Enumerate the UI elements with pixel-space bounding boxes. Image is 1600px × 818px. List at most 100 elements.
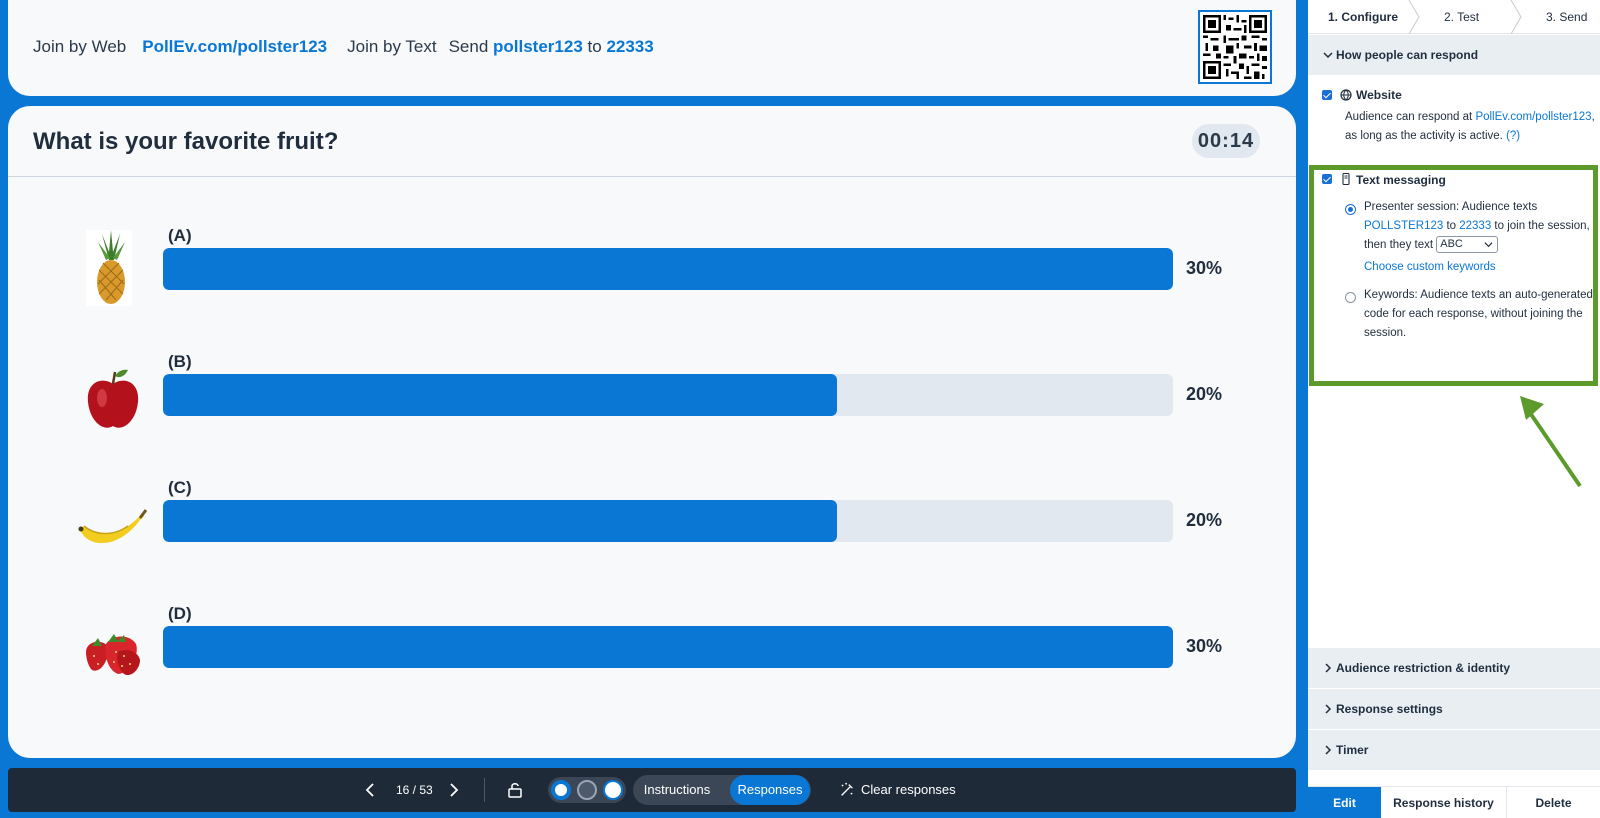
option-percent: 30% — [1186, 258, 1223, 278]
result-bar-fill — [163, 248, 1173, 290]
result-bar-fill — [163, 500, 837, 542]
tab-edit[interactable]: Edit — [1308, 787, 1381, 818]
presenter-keyword: POLLSTER123 — [1364, 220, 1444, 232]
option-percent: 20% — [1186, 384, 1223, 404]
activity-controls — [548, 777, 626, 803]
presenter-number: 22333 — [1459, 220, 1492, 232]
join-web-url[interactable]: PollEv.com/pollster123 — [142, 37, 328, 56]
step-separator-icon — [1407, 0, 1421, 34]
configure-panel: 1. Configure 2. Test 3. Send How people … — [1308, 0, 1600, 818]
keywords-radio[interactable] — [1345, 292, 1356, 303]
qr-code-icon[interactable] — [1198, 10, 1272, 84]
option-d: (D) 30% — [8, 604, 1296, 714]
website-description: Audience can respond at PollEv.com/polls… — [1345, 108, 1600, 146]
tab-instructions[interactable]: Instructions — [643, 782, 711, 797]
steps-breadcrumb: 1. Configure 2. Test 3. Send — [1308, 0, 1600, 34]
tab-responses[interactable]: Responses — [730, 775, 810, 805]
chevron-right-icon — [1322, 662, 1334, 674]
play-icon[interactable] — [603, 780, 623, 800]
step-send[interactable]: 3. Send — [1546, 10, 1588, 24]
presenter-text: Presenter session: Audience texts — [1364, 201, 1538, 213]
clear-responses-button[interactable]: Clear responses — [861, 782, 956, 797]
keywords-description: Keywords: Audience texts an auto-generat… — [1364, 286, 1600, 343]
option-percent: 20% — [1186, 510, 1223, 530]
website-text: , — [1591, 111, 1595, 123]
presenter-text: to join the session, — [1491, 220, 1590, 232]
section-audience-restriction[interactable]: Audience restriction & identity — [1308, 648, 1600, 688]
strawberry-icon — [78, 608, 148, 684]
option-label: (B) — [168, 352, 192, 371]
join-bar: Join by Web PollEv.com/pollster123 Join by… — [8, 0, 1296, 96]
section-label: Audience restriction & identity — [1336, 661, 1511, 675]
choose-custom-keywords-link[interactable]: Choose custom keywords — [1364, 261, 1496, 273]
section-response-settings[interactable]: Response settings — [1308, 689, 1600, 729]
website-checkbox[interactable] — [1322, 90, 1332, 100]
chevron-right-icon — [1322, 744, 1334, 756]
chevron-left-icon[interactable] — [360, 780, 380, 800]
join-keyword: pollster123 — [493, 37, 583, 56]
section-label: Response settings — [1336, 702, 1443, 716]
poll-card: What is your favorite fruit? 00:14 (A) 3… — [8, 106, 1296, 758]
result-bar-track — [163, 248, 1173, 290]
result-bar-track — [163, 626, 1173, 668]
lock-icon[interactable] — [505, 780, 525, 800]
chevron-down-icon — [1484, 240, 1493, 249]
option-label: (D) — [168, 604, 192, 623]
text-messaging-checkbox[interactable] — [1322, 174, 1332, 184]
website-text: Audience can respond at — [1345, 111, 1476, 123]
join-web-label: Join by Web — [33, 37, 127, 56]
select-value: ABC — [1440, 238, 1463, 251]
help-link[interactable]: (?) — [1506, 130, 1521, 142]
website-title: Website — [1356, 88, 1402, 102]
bottom-tabs: Edit Response history Delete — [1308, 786, 1600, 818]
presenter-session-description: Presenter session: Audience texts POLLST… — [1364, 198, 1600, 255]
keywords-text: Keywords: Audience texts an auto-generat… — [1364, 289, 1593, 301]
join-number: 22333 — [606, 37, 654, 56]
keywords-text: session. — [1364, 327, 1407, 339]
result-bar-fill — [163, 626, 1173, 668]
join-instructions: Join by Web PollEv.com/pollster123 Join by… — [33, 37, 654, 57]
presenter-text: then they text — [1364, 239, 1434, 251]
result-bar-fill — [163, 374, 837, 416]
clear-responses-icon[interactable] — [838, 780, 856, 800]
tab-divider — [1506, 787, 1507, 818]
step-configure[interactable]: 1. Configure — [1328, 10, 1399, 24]
poll-title: What is your favorite fruit? — [33, 128, 339, 155]
option-c: (C) 20% — [8, 478, 1296, 588]
globe-icon — [1340, 89, 1352, 101]
option-label: (A) — [168, 226, 192, 245]
section-timer[interactable]: Timer — [1308, 730, 1600, 770]
reset-icon[interactable] — [577, 780, 597, 800]
phone-icon — [1340, 173, 1352, 185]
chevron-right-icon[interactable] — [444, 780, 464, 800]
view-toggle: Instructions Responses — [633, 775, 811, 805]
banana-icon — [78, 482, 148, 558]
presenter-toolbar: 16 / 53 Instructions Responses Clear res… — [8, 768, 1296, 812]
tab-delete[interactable]: Delete — [1535, 796, 1572, 810]
option-b: (B) 20% — [8, 352, 1296, 462]
activity-status-icon[interactable] — [551, 780, 571, 800]
section-label: How people can respond — [1336, 48, 1479, 62]
option-a: (A) 30% — [8, 226, 1296, 336]
step-test[interactable]: 2. Test — [1444, 10, 1480, 24]
response-code-select[interactable]: ABC — [1436, 236, 1499, 254]
website-url-link[interactable]: PollEv.com/pollster123 — [1475, 111, 1592, 123]
option-label: (C) — [168, 478, 192, 497]
presenter-session-radio[interactable] — [1345, 204, 1356, 215]
divider — [8, 176, 1296, 177]
option-percent: 30% — [1186, 636, 1223, 656]
toolbar-divider — [484, 778, 485, 802]
join-send-word: Send — [448, 37, 489, 56]
chevron-right-icon — [1322, 703, 1334, 715]
text-messaging-title: Text messaging — [1356, 173, 1446, 187]
presenter-text: to — [1443, 220, 1460, 232]
result-bar-track — [163, 374, 1173, 416]
arrow-icon — [1510, 390, 1590, 490]
keywords-text: code for each response, without joining … — [1364, 308, 1583, 320]
step-separator-icon — [1509, 0, 1523, 34]
join-text-label: Join by Text — [347, 37, 437, 56]
highlight-box — [1309, 165, 1598, 386]
pineapple-icon — [78, 230, 148, 306]
section-how-people-respond[interactable]: How people can respond — [1308, 35, 1600, 75]
tab-response-history[interactable]: Response history — [1393, 796, 1494, 810]
